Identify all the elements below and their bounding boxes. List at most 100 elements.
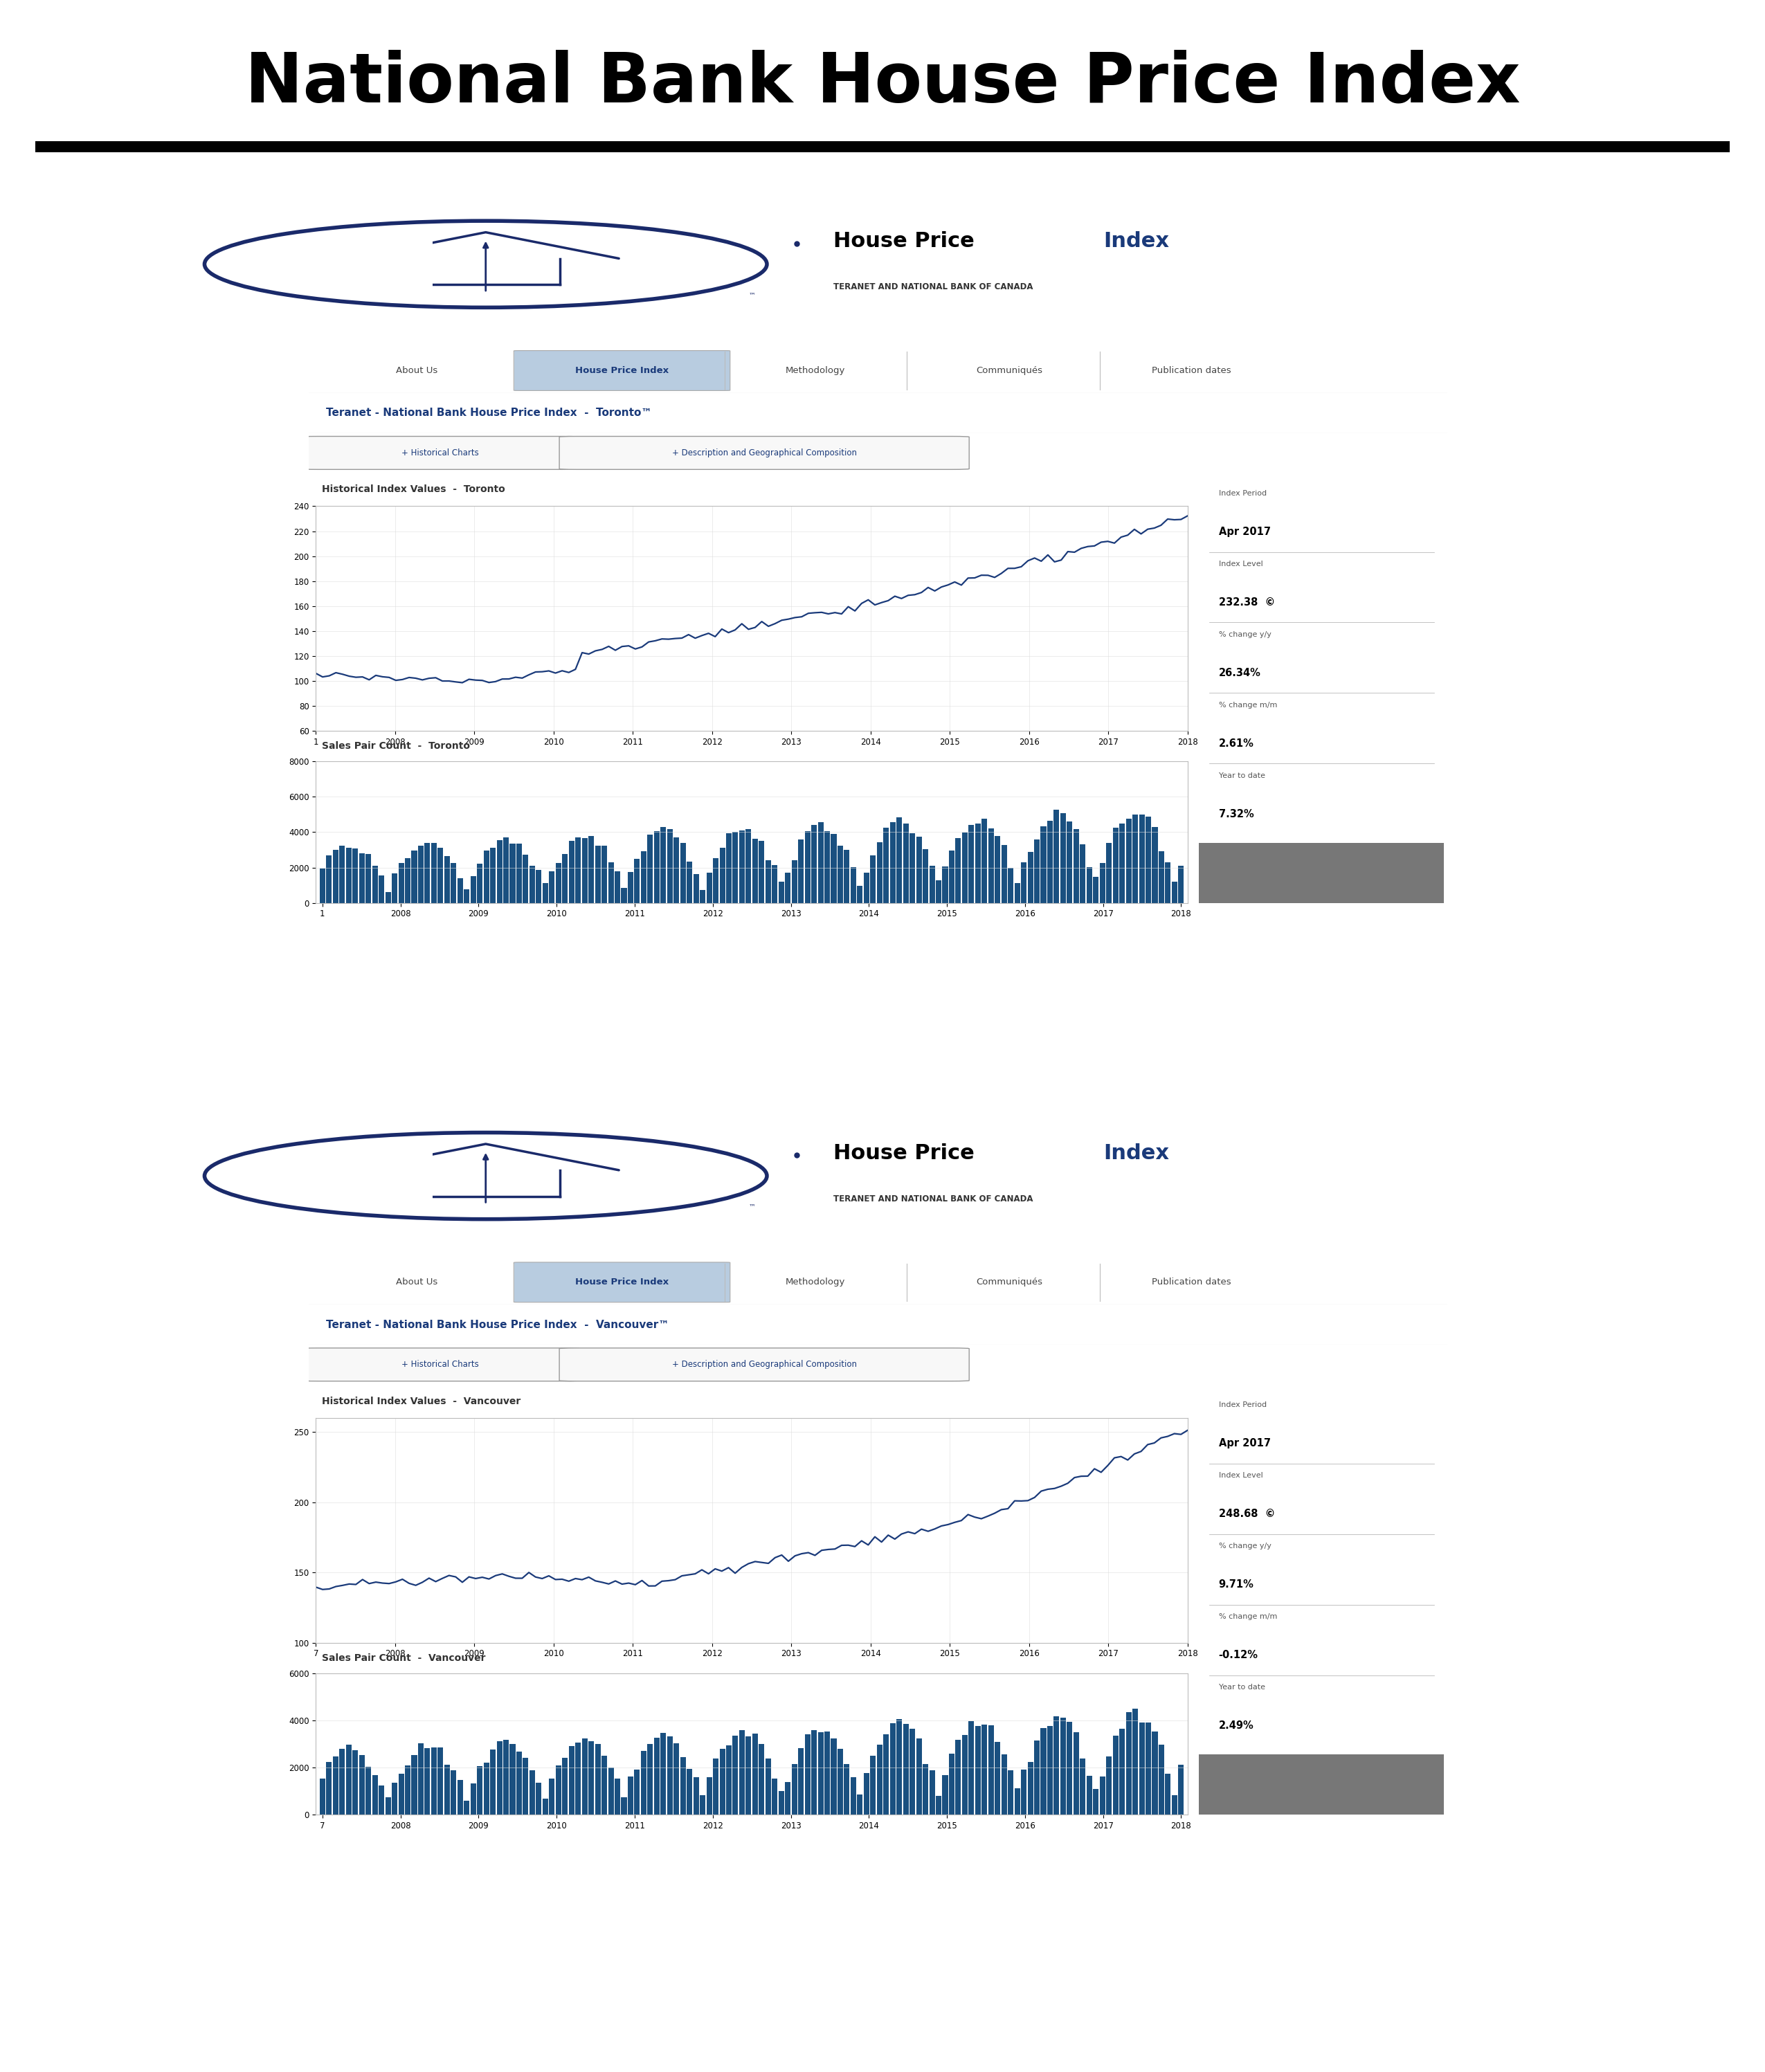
Bar <box>339 845 344 903</box>
Bar <box>358 854 365 903</box>
Bar <box>805 831 810 903</box>
Bar <box>385 1796 390 1815</box>
Bar <box>358 1755 365 1815</box>
Bar <box>785 1782 791 1815</box>
Bar <box>542 1798 549 1815</box>
Bar <box>1080 843 1085 903</box>
Bar <box>1066 1722 1073 1815</box>
Bar <box>1066 823 1073 903</box>
Bar <box>988 829 994 903</box>
Bar <box>365 854 371 903</box>
Bar <box>450 1769 457 1815</box>
Bar <box>392 872 397 903</box>
Bar <box>890 1724 895 1815</box>
Bar <box>319 868 325 903</box>
Bar <box>1172 881 1177 903</box>
Text: 7.32%: 7.32% <box>1218 808 1253 818</box>
Bar <box>844 850 849 903</box>
Bar <box>740 1730 745 1815</box>
Bar <box>824 831 830 903</box>
FancyBboxPatch shape <box>560 1349 969 1382</box>
Bar <box>327 856 332 903</box>
Text: + Description and Geographical Composition: + Description and Geographical Compositi… <box>672 1359 856 1370</box>
Text: House Price: House Price <box>833 232 974 251</box>
Bar <box>720 1749 725 1815</box>
Bar <box>411 852 417 903</box>
Text: About Us: About Us <box>395 1278 438 1287</box>
Bar <box>904 1724 909 1815</box>
Bar <box>556 864 561 903</box>
Bar <box>1073 1732 1078 1815</box>
Bar <box>431 843 436 903</box>
Bar <box>1041 1728 1047 1815</box>
Bar <box>399 1774 404 1815</box>
Bar <box>575 837 581 903</box>
Bar <box>674 1743 680 1815</box>
Bar <box>477 1767 482 1815</box>
Bar <box>655 831 660 903</box>
Bar <box>445 856 450 903</box>
Bar <box>805 1734 810 1815</box>
Bar <box>747 1736 752 1815</box>
Bar <box>660 827 665 903</box>
Bar <box>503 837 508 903</box>
Bar <box>477 864 482 903</box>
Bar <box>425 843 431 903</box>
Text: % change y/y: % change y/y <box>1218 1544 1271 1550</box>
Bar <box>334 1757 339 1815</box>
Bar <box>425 1749 431 1815</box>
Bar <box>1179 866 1184 903</box>
Text: About Us: About Us <box>395 367 438 375</box>
Bar <box>450 864 457 903</box>
Text: TERANET AND NATIONAL BANK OF CANADA: TERANET AND NATIONAL BANK OF CANADA <box>833 282 1033 292</box>
Bar <box>928 866 935 903</box>
Bar <box>1158 852 1165 903</box>
Text: National Bank House Price Index: National Bank House Price Index <box>245 50 1520 116</box>
Bar <box>575 1743 581 1815</box>
Text: Index: Index <box>1103 1144 1170 1162</box>
Bar <box>346 1745 351 1815</box>
Bar <box>1112 1736 1119 1815</box>
Bar <box>1107 1757 1112 1815</box>
Text: Teranet - National Bank House Price Index  -  Toronto™: Teranet - National Bank House Price Inde… <box>327 408 651 419</box>
Bar <box>844 1763 849 1815</box>
Bar <box>955 839 960 903</box>
Bar <box>694 874 699 903</box>
Bar <box>725 1745 732 1815</box>
Bar <box>713 858 718 903</box>
Bar <box>522 856 528 903</box>
Text: Sales Pair Count  -  Vancouver: Sales Pair Count - Vancouver <box>321 1653 485 1662</box>
Bar <box>372 1776 378 1815</box>
Text: Apr 2017: Apr 2017 <box>1218 526 1271 537</box>
FancyBboxPatch shape <box>300 1349 581 1382</box>
Text: TERANET AND NATIONAL BANK OF CANADA: TERANET AND NATIONAL BANK OF CANADA <box>833 1193 1033 1204</box>
Bar <box>687 1769 692 1815</box>
Bar <box>568 1747 574 1815</box>
Bar <box>943 1776 948 1815</box>
Bar <box>1153 1732 1158 1815</box>
Bar <box>411 1755 417 1815</box>
Bar <box>556 1765 561 1815</box>
Bar <box>634 860 641 903</box>
Bar <box>909 1728 914 1815</box>
Bar <box>720 847 725 903</box>
Text: % change m/m: % change m/m <box>1218 1614 1278 1620</box>
Bar <box>1165 1774 1170 1815</box>
Text: ™: ™ <box>748 292 755 298</box>
Bar <box>1145 1722 1151 1815</box>
Bar <box>950 852 955 903</box>
FancyBboxPatch shape <box>514 1262 731 1303</box>
Bar <box>943 866 948 903</box>
Bar <box>372 866 378 903</box>
Bar <box>517 1751 522 1815</box>
Bar <box>928 1769 935 1815</box>
Bar <box>491 1749 496 1815</box>
Bar <box>1087 1776 1093 1815</box>
Bar <box>563 854 568 903</box>
Text: 2.61%: 2.61% <box>1218 738 1253 748</box>
Text: % change m/m: % change m/m <box>1218 702 1278 709</box>
Bar <box>1153 827 1158 903</box>
Bar <box>955 1740 960 1815</box>
Bar <box>791 860 798 903</box>
Bar <box>1138 1722 1144 1815</box>
